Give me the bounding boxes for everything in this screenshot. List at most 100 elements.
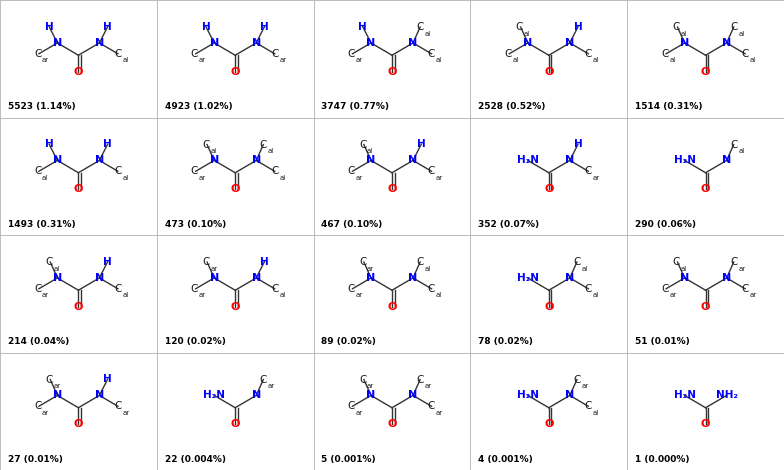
Text: N: N: [209, 156, 219, 165]
Text: H: H: [260, 257, 269, 266]
Text: N: N: [565, 391, 575, 400]
Text: C: C: [416, 257, 424, 267]
Text: al: al: [670, 57, 676, 63]
Text: C: C: [34, 284, 42, 294]
Text: N: N: [53, 38, 62, 48]
Text: C: C: [191, 166, 198, 176]
Text: C: C: [416, 375, 424, 384]
Text: C: C: [260, 140, 267, 149]
Text: O: O: [230, 184, 240, 194]
Text: H: H: [417, 139, 426, 149]
Text: al: al: [42, 175, 49, 181]
Text: N: N: [366, 38, 376, 48]
Text: C: C: [359, 375, 366, 384]
Text: C: C: [585, 284, 592, 294]
Text: C: C: [45, 257, 53, 267]
Text: O: O: [701, 419, 710, 429]
Text: C: C: [428, 166, 435, 176]
Text: ar: ar: [356, 292, 363, 298]
Text: N: N: [565, 273, 575, 283]
Text: H: H: [201, 22, 210, 31]
Text: 290 (0.06%): 290 (0.06%): [635, 220, 696, 229]
Text: H: H: [574, 139, 583, 149]
Text: ar: ar: [670, 292, 677, 298]
Text: al: al: [436, 57, 442, 63]
Text: ar: ar: [356, 410, 363, 416]
Text: 78 (0.02%): 78 (0.02%): [478, 337, 533, 346]
Text: O: O: [230, 302, 240, 312]
Text: N: N: [252, 273, 261, 283]
Text: C: C: [573, 257, 581, 267]
Text: H₂N: H₂N: [203, 391, 225, 400]
Text: al: al: [593, 410, 599, 416]
Text: al: al: [524, 31, 530, 37]
Text: 1514 (0.31%): 1514 (0.31%): [635, 102, 702, 111]
Text: C: C: [202, 140, 209, 149]
Text: al: al: [279, 292, 285, 298]
Text: al: al: [367, 148, 373, 154]
Text: NH₂: NH₂: [716, 391, 738, 400]
Text: ar: ar: [199, 175, 206, 181]
Text: al: al: [681, 31, 687, 37]
Text: al: al: [581, 266, 587, 272]
Text: N: N: [53, 156, 62, 165]
Text: 1493 (0.31%): 1493 (0.31%): [8, 220, 75, 229]
Text: al: al: [681, 266, 687, 272]
Text: C: C: [585, 49, 592, 59]
Text: O: O: [544, 67, 554, 77]
Text: C: C: [661, 284, 669, 294]
Text: N: N: [722, 156, 731, 165]
Text: H: H: [45, 22, 53, 31]
Text: O: O: [230, 419, 240, 429]
Text: al: al: [750, 57, 756, 63]
Text: C: C: [673, 257, 680, 267]
Text: C: C: [191, 284, 198, 294]
Text: N: N: [209, 38, 219, 48]
Text: ar: ar: [436, 175, 443, 181]
Text: N: N: [366, 273, 376, 283]
Text: al: al: [279, 175, 285, 181]
Text: ar: ar: [738, 266, 746, 272]
Text: C: C: [271, 49, 278, 59]
Text: 51 (0.01%): 51 (0.01%): [635, 337, 690, 346]
Text: al: al: [210, 148, 216, 154]
Text: ar: ar: [199, 292, 206, 298]
Text: N: N: [252, 391, 261, 400]
Text: O: O: [230, 67, 240, 77]
Text: N: N: [53, 391, 62, 400]
Text: C: C: [34, 49, 42, 59]
Text: N: N: [680, 273, 689, 283]
Text: H₂N: H₂N: [517, 273, 539, 283]
Text: C: C: [585, 166, 592, 176]
Text: C: C: [114, 401, 122, 411]
Text: N: N: [53, 273, 62, 283]
Text: C: C: [191, 49, 198, 59]
Text: C: C: [573, 375, 581, 384]
Text: C: C: [742, 49, 749, 59]
Text: H: H: [103, 374, 112, 384]
Text: O: O: [544, 302, 554, 312]
Text: al: al: [738, 148, 744, 154]
Text: C: C: [428, 401, 435, 411]
Text: ar: ar: [53, 383, 60, 389]
Text: O: O: [701, 184, 710, 194]
Text: ar: ar: [356, 57, 363, 63]
Text: N: N: [565, 38, 575, 48]
Text: H₂N: H₂N: [517, 156, 539, 165]
Text: C: C: [271, 166, 278, 176]
Text: H: H: [358, 22, 367, 31]
Text: H: H: [260, 22, 269, 31]
Text: ar: ar: [356, 175, 363, 181]
Text: H: H: [103, 22, 112, 31]
Text: O: O: [74, 67, 83, 77]
Text: C: C: [347, 401, 355, 411]
Text: H: H: [103, 257, 112, 266]
Text: ar: ar: [199, 57, 206, 63]
Text: C: C: [359, 140, 366, 149]
Text: O: O: [544, 184, 554, 194]
Text: 5523 (1.14%): 5523 (1.14%): [8, 102, 75, 111]
Text: 27 (0.01%): 27 (0.01%): [8, 455, 63, 464]
Text: C: C: [45, 375, 53, 384]
Text: 22 (0.004%): 22 (0.004%): [165, 455, 226, 464]
Text: N: N: [209, 273, 219, 283]
